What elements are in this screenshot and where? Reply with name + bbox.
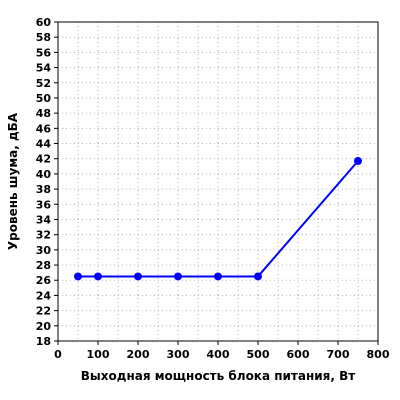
x-tick-label: 500 bbox=[247, 348, 270, 361]
y-tick-label: 58 bbox=[36, 31, 51, 44]
y-tick-label: 50 bbox=[36, 92, 52, 105]
x-axis-title: Выходная мощность блока питания, Вт bbox=[81, 369, 356, 383]
y-tick-label: 20 bbox=[36, 320, 52, 333]
y-tick-label: 56 bbox=[36, 46, 52, 59]
y-tick-label: 24 bbox=[36, 289, 52, 302]
y-tick-label: 38 bbox=[36, 183, 51, 196]
x-tick-label: 300 bbox=[167, 348, 190, 361]
series-layer bbox=[74, 156, 362, 281]
x-tick-label: 700 bbox=[327, 348, 350, 361]
y-tick-label: 18 bbox=[36, 335, 51, 348]
y-tick-label: 46 bbox=[36, 122, 52, 135]
y-tick-label: 28 bbox=[36, 259, 51, 272]
y-tick-label: 52 bbox=[36, 77, 51, 90]
grid bbox=[58, 22, 378, 341]
data-point bbox=[214, 272, 222, 281]
y-tick-labels: 18 20 22 24 26 28 30 32 34 36 38 40 42 44 46 48 50 52 54 56… bbox=[36, 16, 52, 348]
data-point bbox=[174, 272, 182, 281]
y-axis-title: Уровень шума, дБА bbox=[6, 112, 20, 250]
x-tick-label: 200 bbox=[127, 348, 150, 361]
x-tick-label: 100 bbox=[87, 348, 110, 361]
data-point bbox=[254, 272, 262, 281]
y-tick-label: 34 bbox=[36, 213, 52, 226]
plot-area bbox=[57, 21, 379, 342]
data-point bbox=[74, 272, 82, 281]
axis-ticks bbox=[54, 21, 379, 345]
y-tick-label: 60 bbox=[36, 16, 52, 29]
x-tick-label: 400 bbox=[207, 348, 230, 361]
y-tick-label: 22 bbox=[36, 305, 51, 318]
y-tick-label: 26 bbox=[36, 274, 52, 287]
y-tick-label: 32 bbox=[36, 229, 51, 242]
y-tick-label: 30 bbox=[36, 244, 52, 257]
x-tick-label: 0 bbox=[54, 348, 62, 361]
y-tick-label: 54 bbox=[36, 62, 52, 75]
data-point bbox=[134, 272, 142, 281]
y-tick-label: 40 bbox=[36, 168, 52, 181]
y-tick-label: 44 bbox=[36, 138, 52, 151]
x-tick-label: 800 bbox=[367, 348, 390, 361]
x-tick-labels: 0 100 200 300 400 500 600 700 800 bbox=[54, 348, 390, 361]
y-tick-label: 48 bbox=[36, 107, 51, 120]
y-tick-label: 36 bbox=[36, 198, 52, 211]
data-point bbox=[354, 156, 362, 165]
y-tick-label: 42 bbox=[36, 153, 51, 166]
data-point bbox=[94, 272, 102, 281]
x-tick-label: 600 bbox=[287, 348, 310, 361]
